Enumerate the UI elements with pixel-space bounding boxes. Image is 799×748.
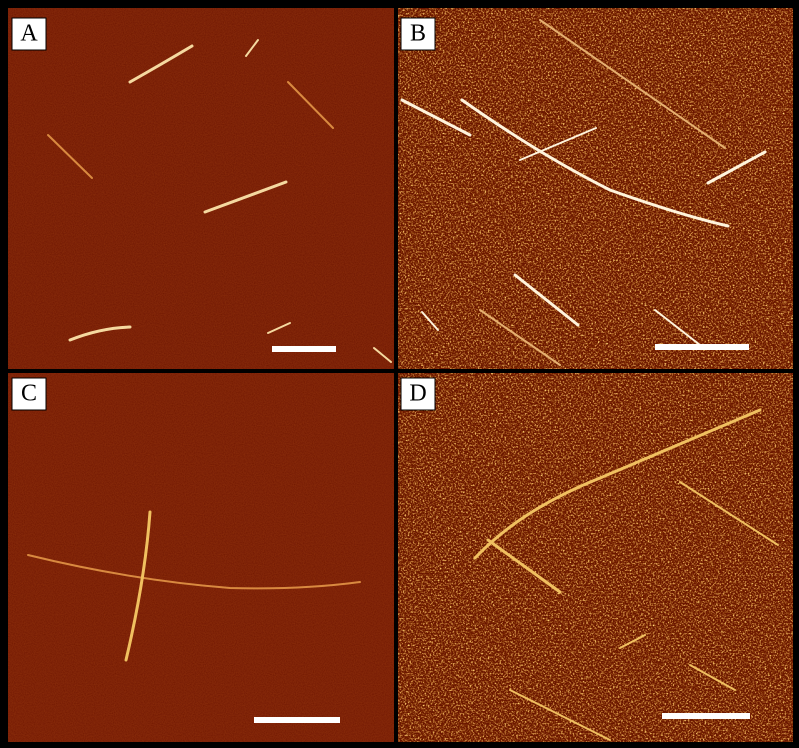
scale-bar: [272, 346, 336, 352]
texture: [8, 373, 394, 742]
texture: [8, 8, 394, 369]
panel-label: D: [409, 381, 426, 407]
scale-bar: [655, 344, 749, 350]
panel-a: A: [8, 8, 394, 369]
texture: [398, 373, 793, 742]
texture: [398, 8, 793, 369]
panel-label: B: [410, 21, 426, 47]
figure: A B C: [0, 0, 799, 748]
panel-b: B: [398, 8, 793, 369]
panel-label: A: [20, 21, 38, 47]
scale-bar: [662, 713, 750, 719]
panel-c: C: [8, 373, 394, 742]
panel-d: D: [398, 373, 793, 742]
scale-bar: [254, 717, 340, 723]
page: A B C: [0, 0, 799, 748]
panel-label: C: [21, 381, 37, 407]
